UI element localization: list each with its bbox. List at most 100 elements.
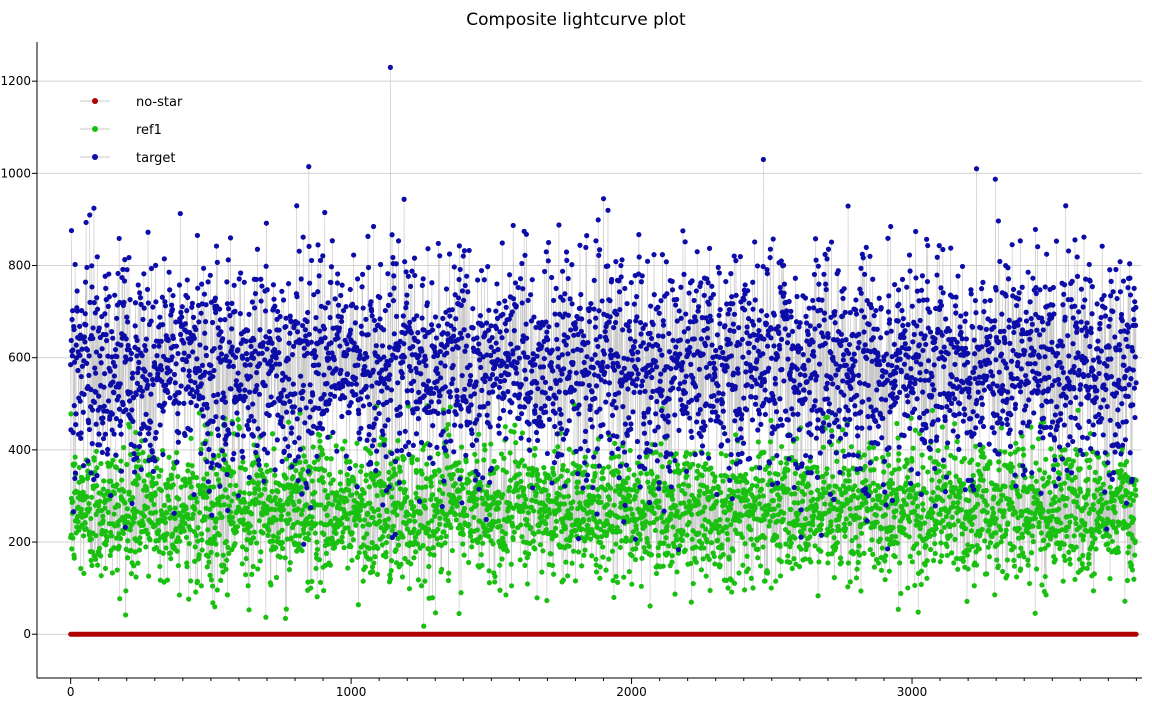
ref1-point: [466, 559, 472, 566]
target-point: [392, 458, 399, 465]
target-point: [236, 387, 243, 393]
target-point: [360, 403, 367, 409]
ref1-point: [347, 459, 353, 465]
target-point: [234, 410, 240, 416]
ref1-point: [847, 520, 853, 527]
target-point: [93, 421, 99, 427]
ref1-point: [229, 498, 235, 504]
target-point: [81, 391, 87, 397]
ref1-point: [654, 516, 660, 522]
chart-title: Composite lightcurve plot: [466, 10, 686, 30]
ref1-point: [1130, 516, 1137, 522]
ref1-point: [282, 615, 289, 622]
ref1-point: [1004, 557, 1010, 563]
ref1-point: [792, 535, 798, 541]
ref1-point: [1067, 556, 1073, 562]
ref1-point: [164, 510, 170, 516]
ref1-point: [124, 461, 130, 468]
target-point: [116, 235, 122, 242]
target-point: [208, 362, 214, 369]
ref1-point: [818, 548, 824, 554]
target-point: [391, 273, 397, 279]
ref1-point: [430, 492, 436, 498]
ref1-point: [961, 481, 967, 487]
target-point: [194, 356, 200, 362]
ref1-point: [434, 509, 441, 516]
ref1-point: [89, 562, 95, 569]
target-point: [77, 398, 83, 404]
ref1-point: [1107, 484, 1113, 490]
ref1-point: [191, 529, 197, 535]
ref1-point: [533, 490, 539, 496]
ref1-point: [309, 578, 315, 584]
ref1-point: [782, 474, 788, 480]
target-point: [357, 436, 363, 442]
ref1-point: [201, 476, 207, 482]
target-point: [90, 325, 96, 331]
ref1-point: [175, 563, 181, 569]
ref1-point: [458, 590, 464, 596]
ref1-point: [924, 575, 930, 581]
target-point: [141, 271, 147, 277]
target-point: [179, 314, 185, 320]
ref1-point: [855, 488, 862, 494]
ref1-point: [893, 533, 899, 540]
ref1-point: [688, 560, 694, 567]
ref1-point: [109, 570, 116, 576]
ref1-point: [309, 478, 316, 484]
target-point: [142, 343, 148, 349]
target-point: [285, 356, 291, 362]
target-point: [246, 418, 252, 424]
ref1-point: [124, 506, 130, 512]
ref1-point: [655, 552, 662, 559]
ref1-point: [150, 475, 156, 481]
ref1-point: [1048, 446, 1054, 452]
ref1-point: [336, 501, 342, 507]
ref1-point: [1025, 557, 1031, 563]
target-point: [297, 407, 303, 413]
ref1-point: [240, 459, 246, 465]
ref1-point: [492, 573, 498, 580]
target-point: [330, 429, 336, 435]
ref1-point: [1046, 474, 1052, 481]
ref1-point: [565, 573, 571, 579]
ref1-point: [254, 540, 260, 546]
ref1-point: [80, 478, 86, 484]
ref1-point: [725, 536, 731, 543]
target-point: [328, 279, 334, 286]
target-point: [302, 327, 308, 333]
target-point: [257, 327, 263, 333]
ref1-point: [205, 553, 211, 560]
ref1-point: [266, 527, 272, 533]
target-point: [137, 431, 143, 437]
ref1-point: [647, 603, 653, 609]
target-point: [179, 304, 185, 310]
target-point: [251, 337, 257, 343]
target-point: [339, 413, 345, 420]
ref1-point: [556, 507, 562, 513]
ref1-point: [842, 525, 849, 532]
ref1-point: [1061, 480, 1068, 486]
ref1-point: [766, 470, 773, 476]
ref1-point: [1040, 507, 1046, 514]
ref1-point: [354, 554, 361, 560]
ref1-point: [119, 477, 125, 483]
ref1-point: [1000, 568, 1006, 575]
ref1-point: [586, 517, 592, 523]
ref1-point: [764, 570, 771, 576]
ref1-point: [936, 478, 943, 484]
ref1-point: [1038, 530, 1044, 536]
ref1-point: [808, 559, 814, 565]
ref1-point: [1052, 494, 1058, 500]
ref1-point: [907, 553, 913, 559]
target-point: [156, 343, 162, 349]
ref1-point: [775, 471, 781, 478]
ref1-point: [316, 557, 323, 563]
ref1-point: [1070, 458, 1076, 464]
ref1-point: [1064, 495, 1070, 501]
ref1-point: [1064, 533, 1070, 539]
ref1-point: [1045, 542, 1051, 548]
ref1-point: [383, 549, 389, 556]
ref1-point: [132, 549, 138, 555]
ref1-point: [317, 432, 323, 438]
